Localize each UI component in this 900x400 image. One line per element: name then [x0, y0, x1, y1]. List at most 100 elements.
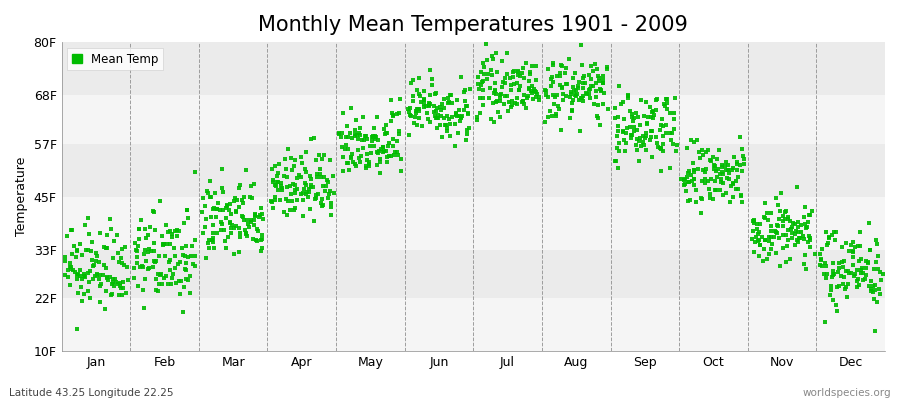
- Point: [84, 248, 98, 254]
- Point: [313, 166, 328, 172]
- Point: [327, 190, 341, 196]
- Point: [778, 216, 793, 222]
- Point: [154, 270, 168, 277]
- Point: [158, 273, 173, 280]
- Point: [760, 256, 774, 262]
- Point: [310, 171, 324, 178]
- Point: [687, 168, 701, 175]
- Point: [620, 124, 634, 131]
- Point: [526, 86, 541, 92]
- Point: [517, 101, 531, 108]
- Point: [226, 250, 240, 257]
- Point: [768, 228, 782, 234]
- Point: [477, 64, 491, 70]
- Point: [521, 84, 535, 91]
- Point: [628, 110, 643, 116]
- Point: [349, 117, 364, 123]
- Point: [576, 75, 590, 81]
- Point: [688, 182, 702, 188]
- Point: [594, 88, 608, 94]
- Point: [858, 276, 872, 282]
- Point: [682, 168, 697, 174]
- Point: [322, 190, 337, 197]
- Point: [781, 237, 796, 244]
- Point: [302, 186, 317, 192]
- Point: [274, 182, 289, 189]
- Point: [273, 197, 287, 203]
- Point: [157, 275, 171, 282]
- Point: [860, 260, 875, 266]
- Point: [748, 239, 762, 245]
- Point: [612, 140, 626, 146]
- Point: [448, 110, 463, 116]
- Point: [417, 88, 431, 94]
- Point: [434, 106, 448, 113]
- Point: [656, 148, 670, 154]
- Point: [755, 234, 770, 240]
- Point: [853, 242, 868, 249]
- Point: [461, 110, 475, 116]
- Point: [829, 302, 843, 308]
- Point: [414, 99, 428, 106]
- Point: [439, 113, 454, 120]
- Point: [163, 228, 177, 234]
- Point: [351, 147, 365, 153]
- Point: [202, 189, 216, 196]
- Point: [386, 143, 400, 149]
- Point: [176, 309, 190, 316]
- Point: [703, 157, 717, 164]
- Point: [731, 174, 745, 180]
- Point: [66, 267, 80, 273]
- Point: [198, 203, 212, 210]
- Point: [337, 168, 351, 174]
- Point: [760, 217, 775, 224]
- Point: [457, 106, 472, 113]
- Point: [250, 226, 265, 233]
- Point: [753, 242, 768, 248]
- Point: [654, 116, 669, 122]
- Point: [104, 226, 119, 232]
- Point: [115, 278, 130, 285]
- Y-axis label: Temperature: Temperature: [15, 157, 28, 236]
- Point: [314, 174, 328, 180]
- Point: [417, 101, 431, 107]
- Point: [616, 128, 630, 134]
- Point: [649, 134, 663, 140]
- Point: [271, 179, 285, 185]
- Point: [403, 113, 418, 119]
- Point: [448, 121, 463, 127]
- Point: [543, 107, 557, 114]
- Point: [222, 219, 237, 225]
- Point: [450, 113, 464, 119]
- Point: [408, 114, 422, 120]
- Point: [681, 179, 696, 185]
- Point: [612, 148, 626, 155]
- Point: [120, 264, 134, 271]
- Point: [498, 93, 512, 99]
- Point: [353, 132, 367, 138]
- Point: [83, 267, 97, 274]
- Point: [718, 166, 733, 173]
- Point: [166, 270, 180, 277]
- Point: [645, 154, 660, 160]
- Point: [86, 262, 101, 268]
- Point: [625, 132, 639, 138]
- Point: [266, 177, 280, 183]
- Point: [545, 78, 560, 85]
- Point: [370, 114, 384, 120]
- Point: [378, 130, 392, 137]
- Point: [179, 243, 194, 249]
- Point: [578, 80, 592, 86]
- Point: [696, 152, 710, 158]
- Point: [721, 166, 735, 173]
- Point: [698, 166, 713, 172]
- Point: [357, 137, 372, 143]
- Point: [131, 226, 146, 232]
- Point: [553, 72, 567, 79]
- Point: [157, 241, 171, 248]
- Point: [372, 148, 386, 154]
- Point: [789, 228, 804, 234]
- Point: [69, 254, 84, 260]
- Point: [431, 114, 446, 121]
- Point: [407, 120, 421, 127]
